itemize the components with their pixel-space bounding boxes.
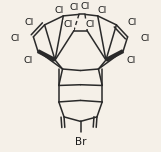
Text: Br: Br: [75, 137, 86, 147]
Text: Cl: Cl: [24, 55, 33, 65]
Text: Cl: Cl: [128, 18, 137, 27]
Text: Cl: Cl: [80, 2, 90, 11]
Text: Cl: Cl: [64, 20, 73, 29]
Text: Cl: Cl: [54, 6, 63, 15]
Text: Cl: Cl: [127, 55, 136, 65]
Text: Cl: Cl: [140, 34, 149, 43]
Text: Cl: Cl: [86, 20, 95, 29]
Text: Cl: Cl: [98, 6, 107, 15]
Text: Cl: Cl: [11, 34, 20, 43]
Text: Cl: Cl: [70, 3, 79, 12]
Text: Cl: Cl: [24, 18, 33, 27]
